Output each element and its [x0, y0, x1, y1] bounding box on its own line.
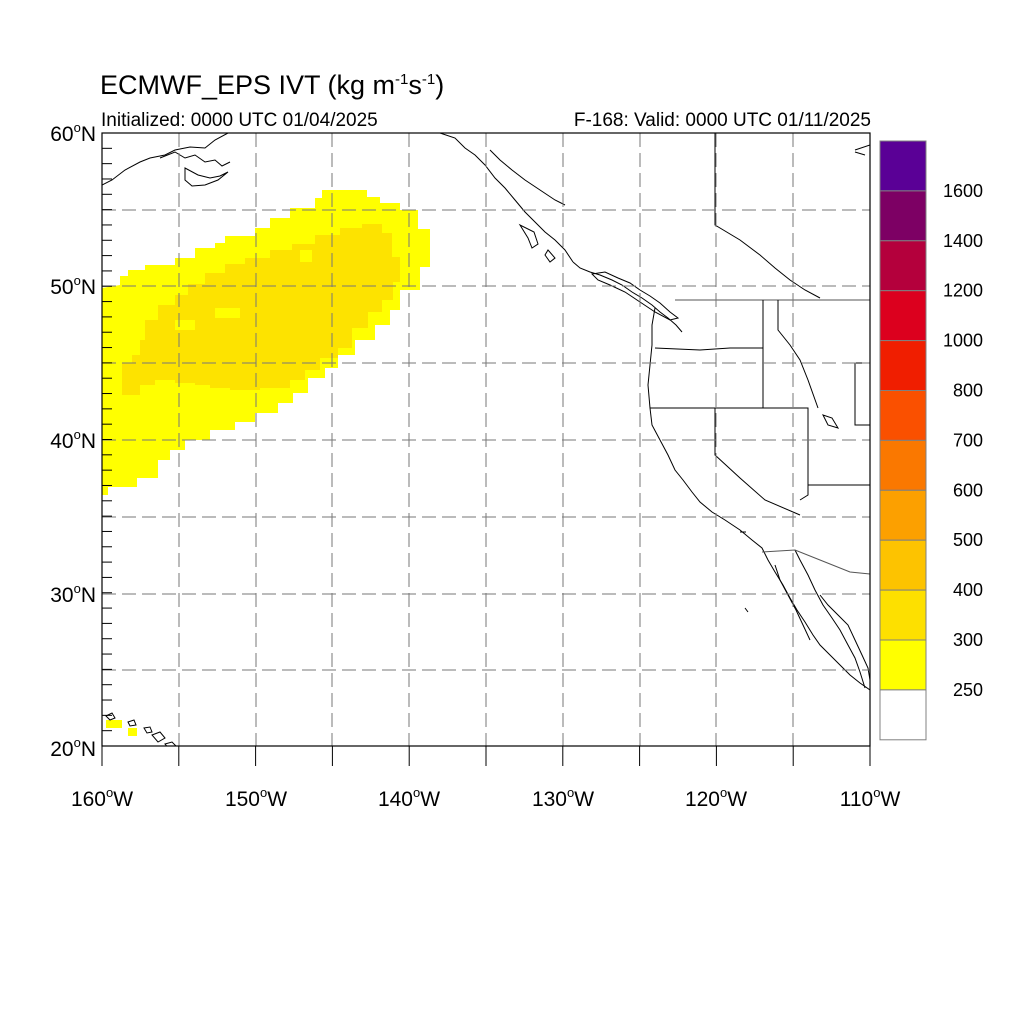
- colorbar-label: 400: [953, 580, 983, 600]
- lon-label-150: 150oW: [225, 785, 287, 811]
- lon-label-140: 140oW: [378, 785, 440, 811]
- colorbar-label: 250: [953, 680, 983, 700]
- colorbar-box: [879, 390, 927, 441]
- colorbar-label: 700: [953, 430, 983, 450]
- colorbar-box: [879, 190, 927, 242]
- initialized-time: Initialized: 0000 UTC 01/04/2025: [101, 110, 378, 131]
- colorbar-box: [879, 539, 927, 591]
- colorbar: [879, 140, 927, 741]
- lat-label-20: 20oN: [50, 735, 96, 761]
- map-title: ECMWF_EPS IVT (kg m-1s-1): [100, 70, 445, 100]
- lat-label-50: 50oN: [50, 273, 96, 299]
- lat-labels: 60oN 50oN 40oN 30oN 20oN: [50, 120, 96, 761]
- ivt-hawaii-patch: [106, 720, 122, 728]
- valid-time: F-168: Valid: 0000 UTC 01/11/2025: [573, 110, 871, 131]
- colorbar-label: 1600: [943, 181, 983, 201]
- lon-label-130: 130oW: [532, 785, 594, 811]
- colorbar-box: [879, 639, 927, 691]
- colorbar-label: 1400: [943, 231, 983, 251]
- lon-label-110: 110oW: [840, 785, 901, 811]
- colorbar-label: 1000: [943, 331, 983, 351]
- colorbar-label: 600: [953, 480, 983, 500]
- colorbar-box: [879, 240, 927, 292]
- coastlines: [102, 133, 870, 746]
- graticule: [102, 133, 870, 746]
- lat-label-30: 30oN: [50, 581, 96, 607]
- colorbar-label: 500: [953, 530, 983, 550]
- ivt-shading: [102, 190, 430, 736]
- lon-labels: 160oW 150oW 140oW 130oW 120oW 110oW: [71, 785, 901, 811]
- colorbar-label: 1200: [943, 281, 983, 301]
- ivt-300-region: [122, 224, 400, 395]
- colorbar-box: [879, 689, 927, 741]
- lon-label-160: 160oW: [71, 785, 133, 811]
- colorbar-box: [879, 140, 927, 192]
- colorbar-box: [879, 290, 927, 342]
- axis-ticks: [101, 132, 871, 766]
- colorbar-label: 300: [953, 630, 983, 650]
- colorbar-box: [879, 489, 927, 541]
- colorbar-box: [879, 340, 927, 392]
- colorbar-label: 800: [953, 381, 983, 401]
- colorbar-box: [879, 589, 927, 641]
- colorbar-box: [879, 439, 927, 491]
- lat-label-40: 40oN: [50, 427, 96, 453]
- lon-label-120: 120oW: [685, 785, 747, 811]
- colorbar-labels: 1600 1400 1200 1000 800 700 600 500 400 300 250: [943, 181, 983, 700]
- lat-label-60: 60oN: [50, 120, 96, 146]
